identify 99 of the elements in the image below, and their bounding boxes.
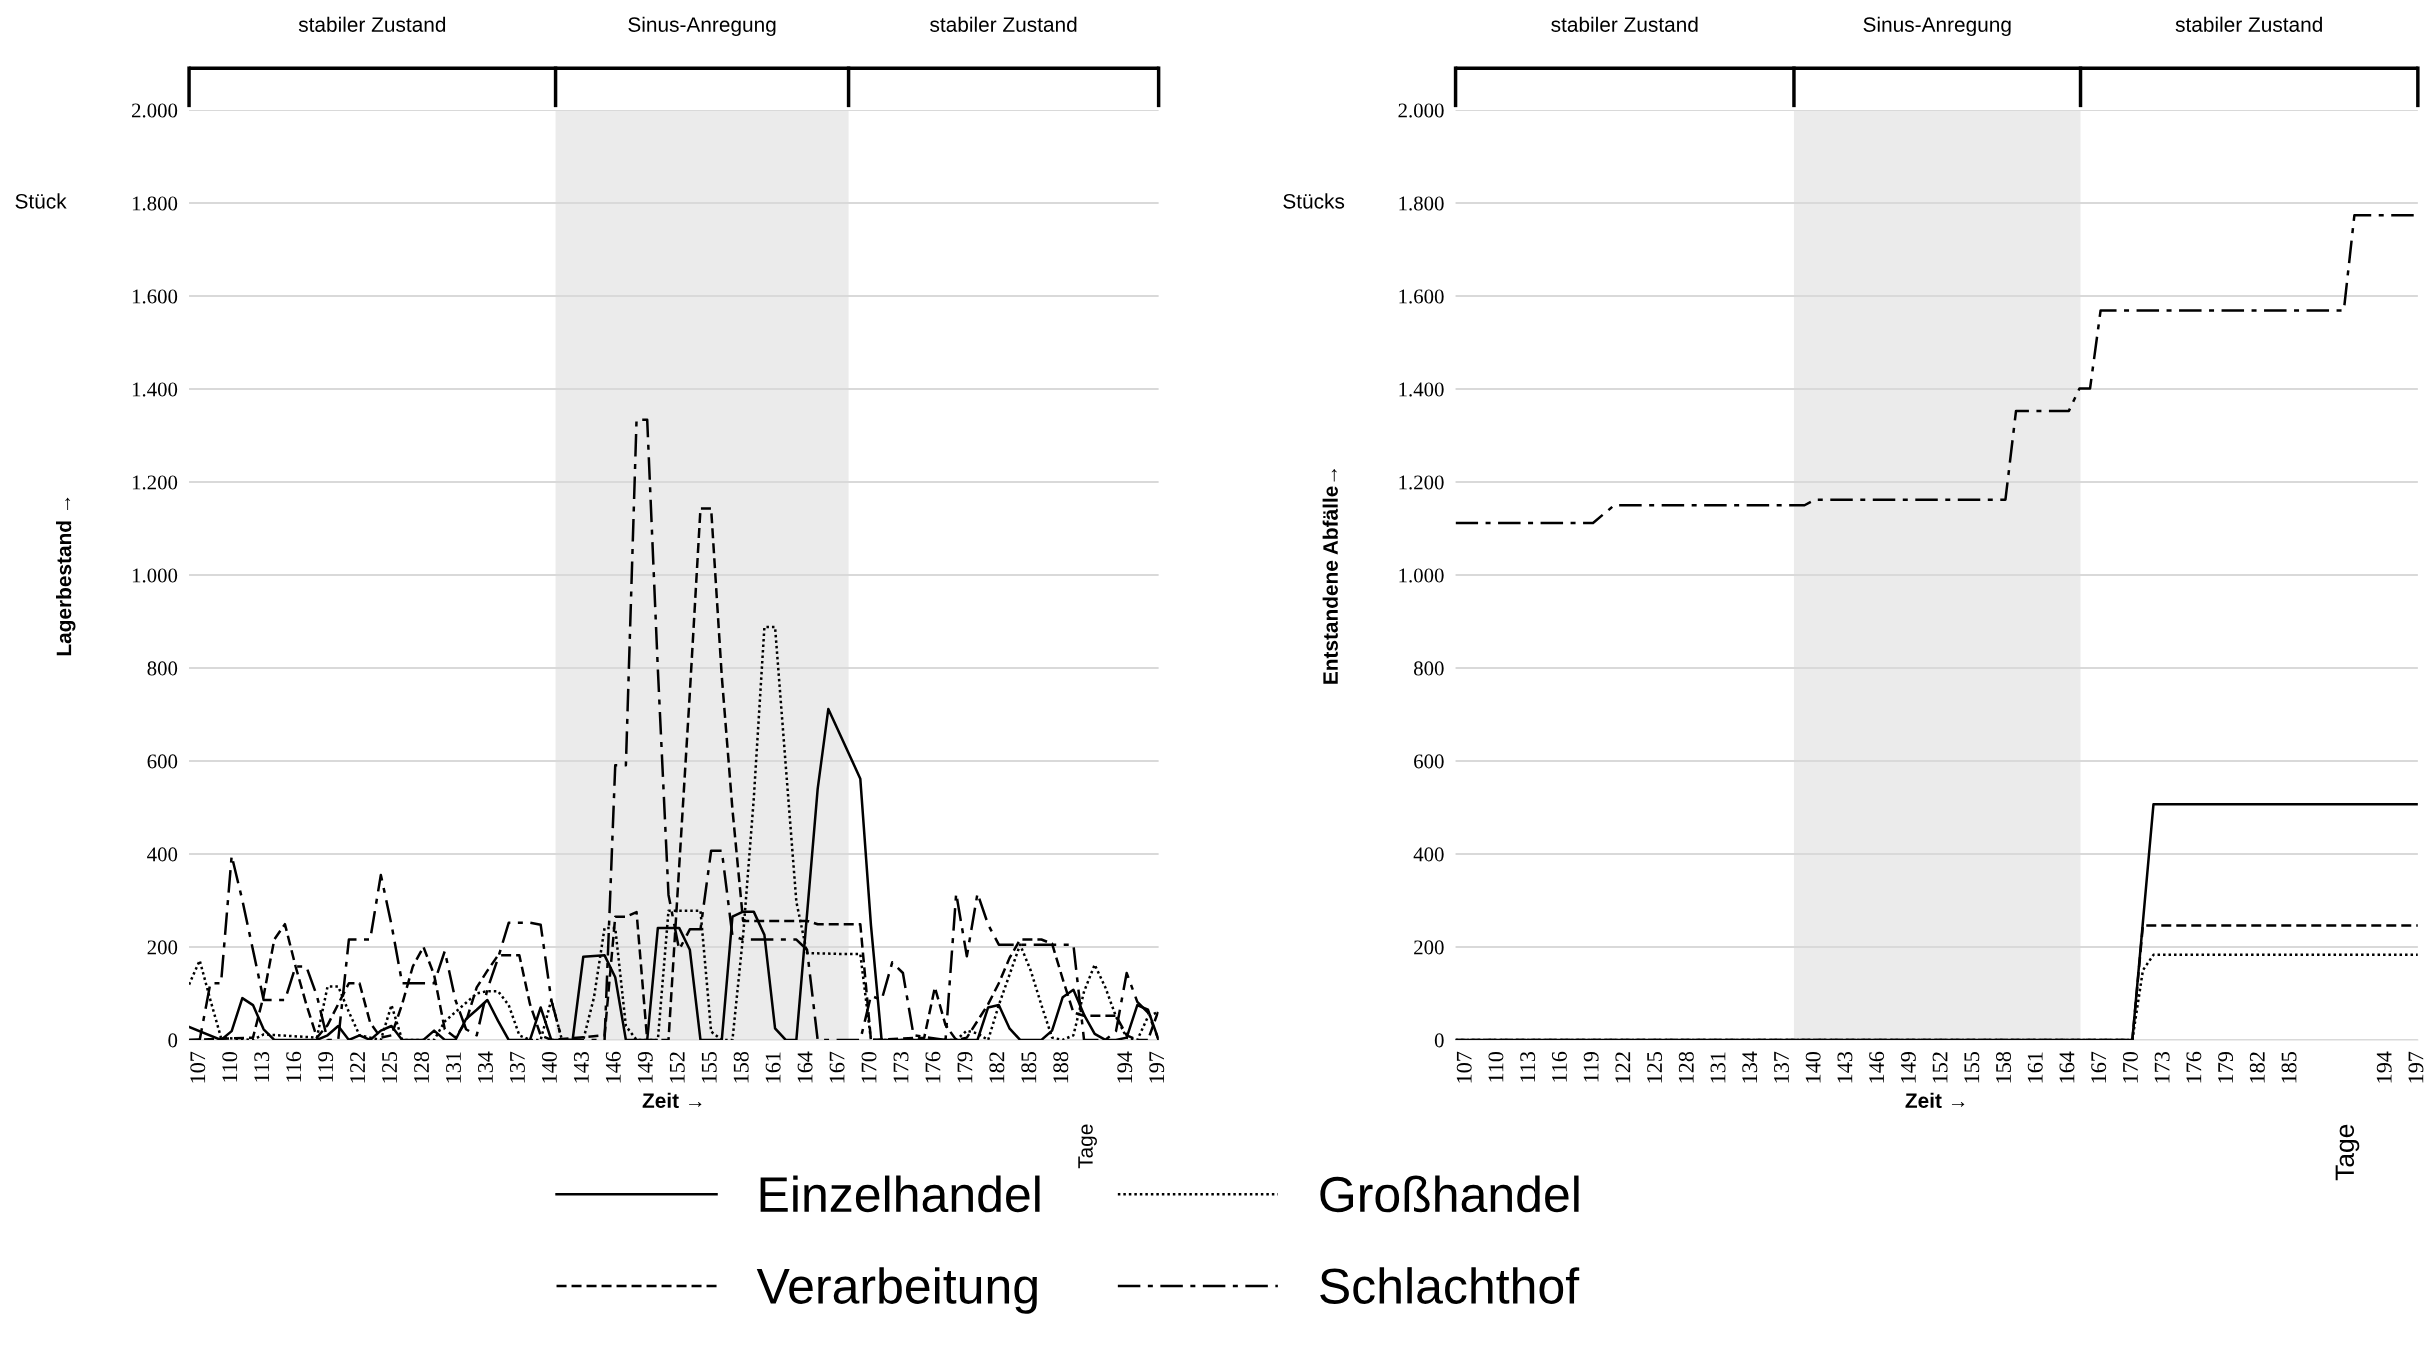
x-tick-label: 197 — [1149, 1051, 1165, 1083]
x-tick-label: 176 — [2186, 1051, 2202, 1083]
x-axis-title: Zeit → — [642, 1092, 702, 1109]
y-tick-label: 600 — [147, 754, 178, 769]
x-tick-label: 146 — [1869, 1051, 1885, 1083]
x-tick-label: 110 — [222, 1051, 238, 1082]
x-tick-label: 197 — [2408, 1051, 2424, 1083]
x-tick-label: 152 — [669, 1052, 685, 1083]
x-tick-label: 158 — [1996, 1051, 2012, 1083]
y-tick-label: 200 — [1414, 940, 1444, 955]
legend-label: Verarbeitung — [756, 1267, 1037, 1314]
y-tick-label: 1.800 — [1399, 196, 1444, 211]
x-tick-label: 155 — [1964, 1051, 1980, 1083]
y-tick-label: 800 — [147, 661, 178, 676]
x-tick-label: 164 — [797, 1051, 813, 1083]
x-tick-label: 182 — [989, 1052, 1005, 1083]
x-tick-label: 107 — [190, 1051, 206, 1083]
x-tick-label: 143 — [573, 1051, 589, 1083]
x-tick-label: 170 — [861, 1051, 877, 1083]
x-tick-label: 122 — [1615, 1052, 1631, 1083]
x-tick-label: 149 — [1900, 1051, 1916, 1083]
y-tick-label: 1.000 — [1399, 568, 1444, 583]
x-tick-label: 161 — [2027, 1052, 2043, 1083]
x-tick-label: 170 — [2122, 1051, 2138, 1083]
text: stabiler Zustand — [2175, 16, 2322, 32]
x-tick-label: 188 — [1053, 1051, 1069, 1083]
x-tick-label: 122 — [350, 1052, 365, 1083]
x-tick-label: 167 — [829, 1051, 845, 1083]
x-tick-label: 131 — [1710, 1052, 1726, 1083]
text: stabiler Zustand — [1551, 16, 1698, 32]
x-tick-label: 125 — [1647, 1051, 1663, 1083]
x-tick-label: 137 — [509, 1051, 525, 1083]
y-tick-label: 1.600 — [132, 289, 178, 304]
x-tick-label: 119 — [318, 1051, 334, 1082]
x-tick-label: 155 — [701, 1051, 717, 1083]
x-tick-label: 131 — [446, 1052, 461, 1083]
y-tick-label: 1.000 — [132, 568, 178, 583]
x-tick-label: 128 — [1678, 1051, 1694, 1083]
x-tick-label: 134 — [1742, 1051, 1758, 1083]
x-tick-label: 164 — [2059, 1051, 2075, 1083]
y-tick-label: 200 — [147, 940, 178, 955]
x-tick-label: 194 — [2376, 1051, 2392, 1083]
x-axis-title: Zeit → — [1905, 1092, 1965, 1109]
legend-label: Großhandel — [1320, 1175, 1579, 1213]
text: Sinus-Anregung — [628, 16, 776, 37]
x-tick-label: 140 — [541, 1051, 557, 1083]
y-tick-label: 1.200 — [1399, 475, 1444, 490]
x-tick-label: 185 — [1021, 1051, 1037, 1083]
y-tick-label: 1.800 — [132, 196, 178, 211]
text: Tage — [2335, 1124, 2360, 1181]
text: Tage — [1078, 1124, 1097, 1169]
x-tick-label: 125 — [382, 1051, 398, 1083]
x-tick-label: 185 — [2281, 1051, 2297, 1083]
y-tick-label: 2.000 — [1398, 103, 1444, 118]
x-tick-label: 134 — [478, 1051, 493, 1083]
x-tick-label: 146 — [605, 1051, 621, 1083]
x-tick-label: 107 — [1456, 1051, 1472, 1083]
y-axis-title: Lagerbestand → — [56, 497, 76, 656]
x-tick-label: 116 — [1551, 1051, 1567, 1082]
x-tick-label: 179 — [957, 1051, 973, 1083]
y-tick-label: 600 — [1414, 754, 1444, 769]
x-tick-label: 128 — [414, 1051, 430, 1083]
x-tick-label: 167 — [2091, 1051, 2107, 1083]
y-tick-label: 800 — [1414, 661, 1444, 676]
y-tick-label: 1.400 — [132, 382, 178, 397]
x-tick-label: 194 — [1117, 1051, 1133, 1083]
x-tick-label: 173 — [2154, 1051, 2170, 1083]
x-tick-label: 140 — [1805, 1051, 1821, 1083]
x-tick-label: 110 — [1488, 1051, 1504, 1082]
text: Sinus-Anregung — [1863, 16, 2011, 37]
text: stabiler Zustand — [298, 16, 446, 32]
y-tick-label: 1.600 — [1399, 289, 1444, 304]
y-tick-label: 1.200 — [132, 475, 178, 490]
x-tick-label: 149 — [637, 1051, 653, 1083]
y-tick-label: 0 — [168, 1033, 178, 1048]
y-axis-title: Entstandene Abfälle→ — [1322, 469, 1338, 684]
x-tick-label: 173 — [893, 1051, 909, 1083]
x-tick-label: 182 — [2249, 1052, 2265, 1083]
y-tick-label: 0 — [1434, 1033, 1444, 1048]
y-tick-label: 2.000 — [131, 103, 178, 118]
x-tick-label: 179 — [2218, 1051, 2234, 1083]
y-tick-label: 400 — [1413, 847, 1444, 862]
x-tick-label: 113 — [254, 1051, 270, 1082]
text: Stück — [15, 193, 67, 209]
x-tick-label: 113 — [1520, 1051, 1536, 1082]
legend-label: Schlachthof — [1320, 1267, 1580, 1304]
x-tick-label: 176 — [925, 1051, 941, 1083]
x-tick-label: 161 — [765, 1052, 781, 1083]
y-tick-label: 1.400 — [1399, 382, 1444, 397]
legend-label: Einzelhandel — [760, 1175, 1040, 1213]
x-tick-label: 158 — [733, 1051, 749, 1083]
x-tick-label: 137 — [1774, 1051, 1789, 1083]
x-tick-label: 143 — [1837, 1051, 1853, 1083]
x-tick-label: 119 — [1583, 1051, 1599, 1082]
text: stabiler Zustand — [930, 16, 1077, 32]
text: Stücks — [1283, 193, 1345, 209]
x-tick-label: 116 — [286, 1051, 302, 1082]
x-tick-label: 152 — [1932, 1052, 1948, 1083]
y-tick-label: 400 — [147, 847, 178, 862]
